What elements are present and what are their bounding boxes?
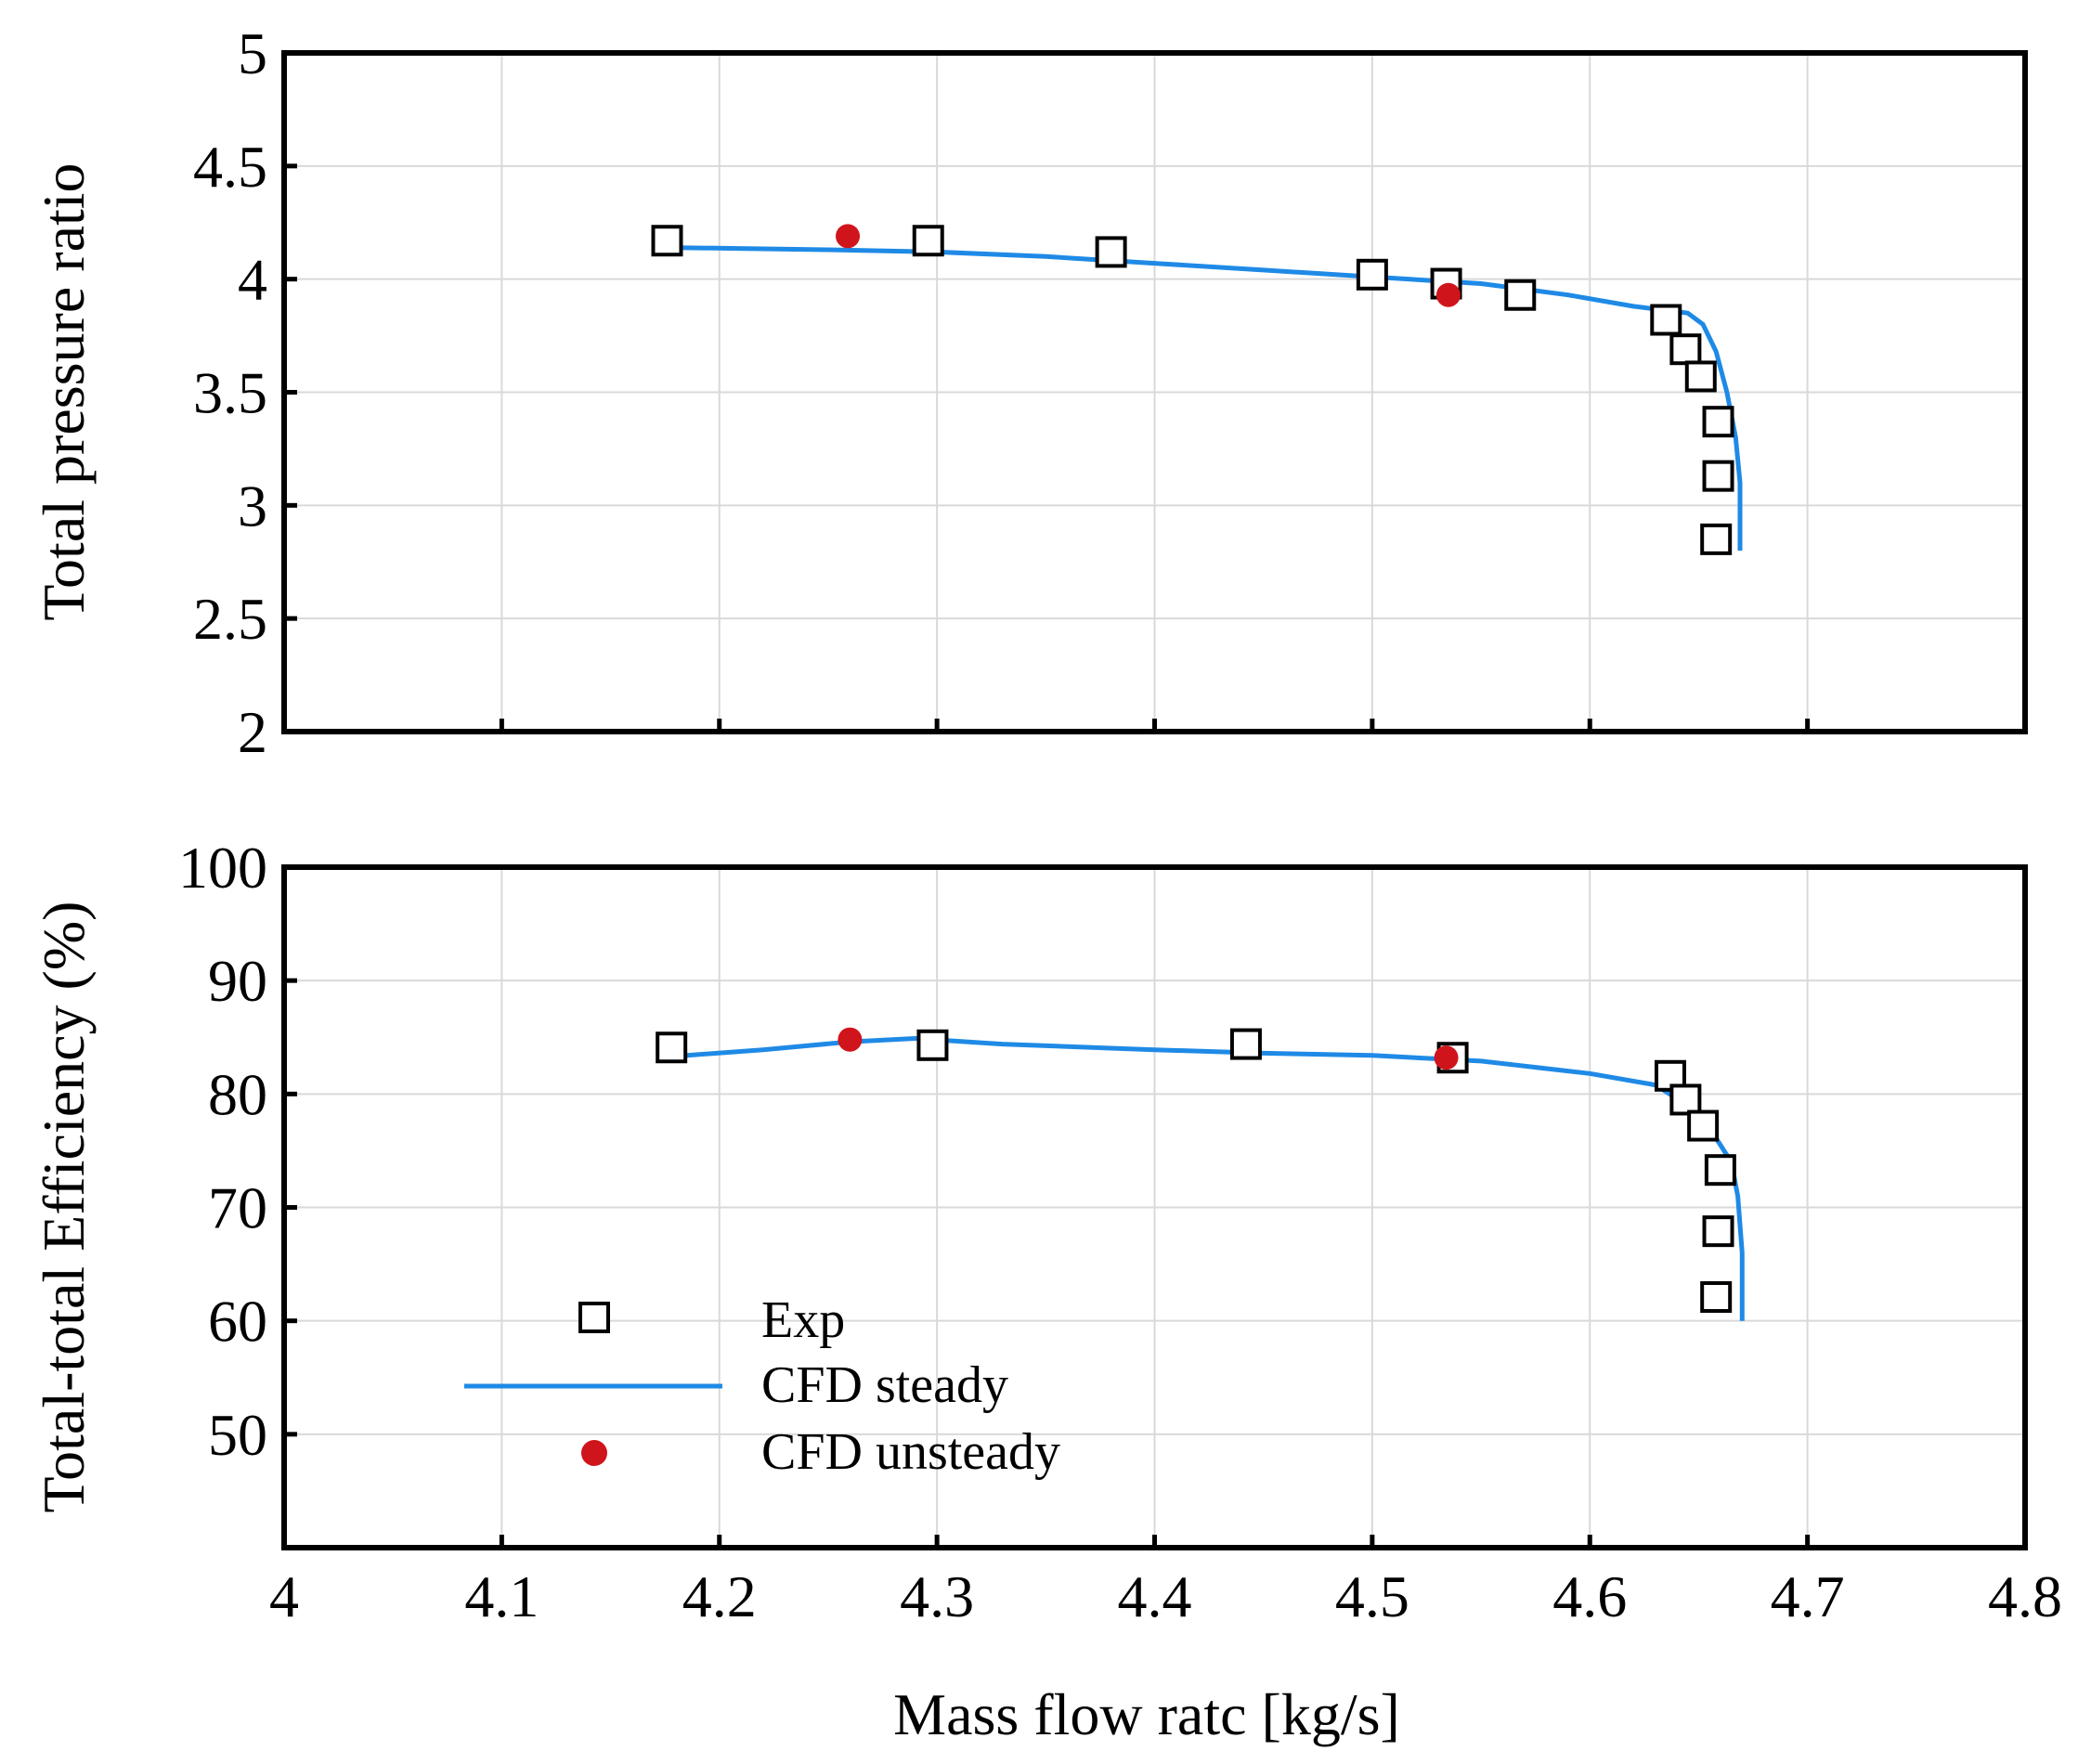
x-tick-label: 4.1 — [464, 1563, 539, 1629]
x-tick-label: 4.5 — [1335, 1563, 1409, 1629]
efficiency-exp-point — [1700, 1281, 1733, 1314]
efficiency-y-tick-label: 80 — [208, 1061, 267, 1127]
pressure-ratio-exp-point — [1504, 279, 1537, 311]
pressure-ratio-exp-point — [912, 225, 944, 257]
legend-cfd-unsteady-marker — [581, 1440, 607, 1466]
x-tick-label: 4.3 — [900, 1563, 974, 1629]
x-tick-label: 4 — [269, 1563, 299, 1629]
pressure-ratio-ticks — [281, 50, 2028, 734]
efficiency-cfd-unsteady-point — [1434, 1045, 1459, 1070]
pressure-ratio-exp-point — [1684, 360, 1717, 393]
pressure-ratio-exp-point — [1700, 523, 1733, 555]
legend-cfd-unsteady-label: CFD unsteady — [761, 1423, 1060, 1481]
efficiency-exp-point — [656, 1031, 688, 1064]
pressure-ratio-y-tick-label: 2.5 — [193, 586, 267, 652]
efficiency-exp-point — [1229, 1028, 1262, 1060]
pressure-ratio-exp-point — [1650, 304, 1682, 336]
efficiency-y-tick-label: 60 — [208, 1289, 267, 1355]
efficiency-y-tick-label: 100 — [178, 835, 267, 901]
efficiency-ticks — [281, 864, 2028, 1548]
pressure-ratio-exp-point — [1669, 333, 1702, 366]
pressure-ratio-y-axis-title: Total pressure ratio — [31, 162, 97, 620]
efficiency-exp-point — [1669, 1083, 1702, 1116]
x-tick-label: 4.7 — [1771, 1563, 1845, 1629]
efficiency-y-tick-labels: 50 60 70 80 90 100 — [178, 835, 267, 1468]
legend-exp-label: Exp — [761, 1291, 845, 1349]
pressure-ratio-y-tick-label: 3.5 — [193, 360, 267, 426]
x-tick-label: 4.2 — [682, 1563, 757, 1629]
legend-exp-marker — [578, 1302, 610, 1333]
pressure-ratio-panel: 2 2.5 3 3.5 4 4.5 5 Total pressure ratio — [31, 20, 2028, 765]
pressure-ratio-cfd-unsteady-point — [836, 224, 861, 249]
efficiency-cfd-steady-line — [671, 1036, 1745, 1321]
legend-cfd-steady-label: CFD steady — [761, 1356, 1008, 1414]
efficiency-y-axis-title: Total-total Efficiency (%) — [31, 901, 97, 1513]
x-tick-label: 4.4 — [1118, 1563, 1192, 1629]
x-axis-title: Mass flow ratc [kg/s] — [893, 1681, 1400, 1747]
pressure-ratio-y-tick-label: 5 — [238, 20, 267, 86]
efficiency-grid — [283, 866, 2026, 1548]
efficiency-series — [656, 1027, 1745, 1321]
pressure-ratio-grid — [283, 52, 2026, 733]
pressure-ratio-cfd-unsteady-point — [1435, 282, 1461, 307]
pressure-ratio-exp-point — [1095, 236, 1127, 268]
efficiency-exp-point — [916, 1029, 949, 1061]
efficiency-y-tick-label: 90 — [208, 948, 267, 1014]
efficiency-exp-point — [1687, 1109, 1720, 1142]
legend: Exp CFD steady CFD unsteady — [464, 1291, 1060, 1481]
pressure-ratio-y-tick-label: 3 — [238, 473, 267, 538]
pressure-ratio-series — [651, 224, 1743, 555]
pressure-ratio-exp-point — [651, 225, 683, 257]
pressure-ratio-exp-point — [1702, 406, 1734, 438]
pressure-ratio-y-tick-label: 4 — [238, 247, 267, 313]
efficiency-exp-point — [1702, 1215, 1734, 1248]
pressure-ratio-y-tick-labels: 2 2.5 3 3.5 4 4.5 5 — [193, 20, 267, 765]
pressure-ratio-exp-point — [1702, 460, 1734, 492]
efficiency-cfd-unsteady-point — [838, 1027, 863, 1052]
efficiency-exp-point — [1704, 1154, 1736, 1187]
pressure-ratio-exp-point — [1356, 258, 1388, 291]
x-tick-label: 4.6 — [1552, 1563, 1627, 1629]
efficiency-y-tick-label: 70 — [208, 1175, 267, 1241]
pressure-ratio-y-tick-label: 2 — [238, 699, 267, 765]
efficiency-x-tick-labels: 4 4.1 4.2 4.3 4.4 4.5 4.6 4.7 4.8 — [269, 1563, 2062, 1629]
x-tick-label: 4.8 — [1988, 1563, 2062, 1629]
efficiency-y-tick-label: 50 — [208, 1402, 267, 1468]
pressure-ratio-y-tick-label: 4.5 — [193, 134, 267, 200]
